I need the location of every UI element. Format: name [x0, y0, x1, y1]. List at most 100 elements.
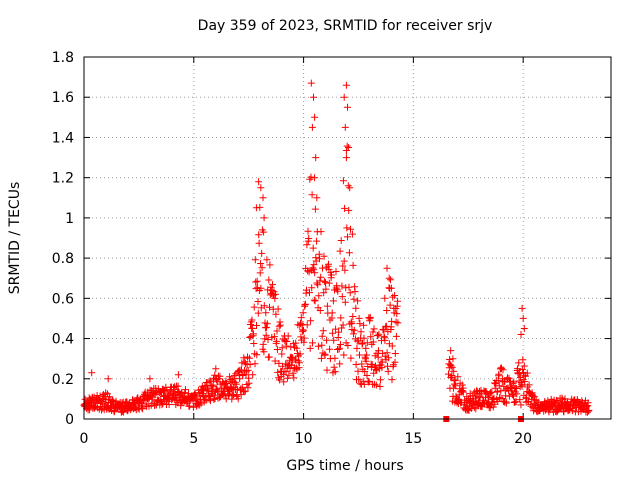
data-point [270, 333, 278, 341]
data-point [372, 366, 380, 374]
data-point [323, 336, 331, 344]
data-point [338, 282, 346, 290]
data-point [516, 396, 524, 404]
data-point [255, 178, 263, 186]
data-point [318, 341, 326, 349]
y-tick-label: 1.6 [52, 90, 74, 106]
data-point [341, 298, 349, 306]
data-points [80, 79, 593, 422]
data-point [391, 292, 399, 299]
data-point [262, 331, 270, 339]
data-point [383, 349, 391, 357]
data-point [358, 360, 366, 368]
data-point [391, 358, 399, 366]
data-point [343, 142, 351, 150]
data-point [260, 214, 268, 222]
y-tick-label: 1 [65, 211, 74, 227]
data-point [260, 228, 268, 236]
data-point [388, 342, 396, 350]
data-point [207, 397, 214, 405]
data-point [297, 333, 305, 341]
data-point [317, 354, 325, 362]
data-point [340, 351, 348, 359]
data-point [568, 407, 576, 415]
data-point [257, 284, 265, 292]
data-point [513, 390, 521, 398]
data-point [321, 351, 329, 359]
data-point [317, 273, 325, 281]
data-point [385, 274, 393, 282]
data-point [344, 233, 351, 241]
x-tick-label: 5 [189, 431, 198, 447]
data-point [265, 353, 273, 361]
data-point [374, 353, 382, 361]
data-point [375, 347, 382, 355]
data-point [344, 103, 351, 111]
data-point [362, 344, 370, 352]
data-point [330, 363, 338, 371]
data-point [320, 289, 328, 297]
data-point [520, 325, 528, 332]
data-point [388, 376, 396, 384]
y-tick-label: 1.4 [52, 130, 74, 146]
data-point [246, 334, 254, 341]
data-point [236, 375, 244, 383]
data-point [251, 256, 259, 264]
data-point [255, 231, 263, 239]
data-point [269, 281, 276, 289]
data-point [325, 279, 333, 287]
data-point [274, 305, 282, 313]
data-point [389, 293, 397, 301]
y-tick-label: 1.8 [52, 50, 74, 66]
data-point [519, 314, 527, 322]
data-point [300, 326, 307, 334]
data-point [339, 262, 347, 270]
data-point [520, 362, 528, 370]
data-point [300, 334, 308, 342]
data-point [335, 328, 343, 336]
data-point [255, 239, 263, 247]
data-point [493, 388, 501, 395]
data-point [560, 408, 568, 416]
data-point [337, 314, 345, 322]
data-point [209, 381, 217, 389]
data-point [212, 365, 220, 373]
data-point [317, 228, 325, 236]
data-point [229, 392, 237, 400]
data-point [448, 363, 456, 371]
data-point [263, 320, 271, 328]
data-point [346, 184, 354, 192]
data-point [367, 333, 375, 341]
data-point [363, 372, 371, 379]
data-point [459, 388, 467, 396]
data-point [337, 341, 344, 348]
data-point [284, 332, 292, 340]
data-point [393, 310, 401, 318]
data-point [311, 205, 319, 213]
data-point [339, 177, 347, 185]
data-point [338, 293, 346, 301]
data-point [192, 391, 200, 399]
data-point [292, 339, 300, 347]
data-point [297, 314, 305, 322]
data-point [205, 393, 213, 401]
data-point [228, 395, 236, 403]
data-point [518, 382, 526, 390]
data-point [304, 227, 312, 235]
data-point [394, 319, 402, 327]
data-point [449, 355, 457, 363]
data-point [349, 261, 357, 269]
data-point [259, 194, 267, 202]
data-point [210, 391, 218, 399]
y-axis-label: SRMTID / TECUs [7, 182, 23, 295]
data-point [313, 194, 321, 202]
data-point [336, 247, 344, 255]
data-point [257, 260, 265, 267]
data-point [383, 264, 391, 272]
data-point [165, 401, 173, 408]
data-point [515, 359, 523, 367]
data-point [254, 298, 262, 305]
data-point [311, 297, 319, 305]
data-point [245, 354, 253, 362]
data-point [512, 398, 520, 406]
